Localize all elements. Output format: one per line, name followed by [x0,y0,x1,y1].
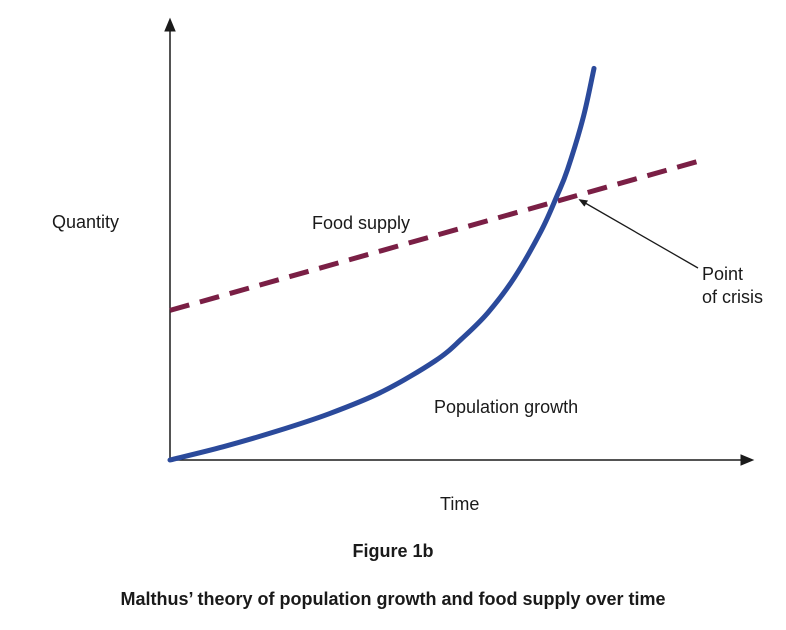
figure-label: Figure 1b [352,541,434,561]
x-axis-label: Time [440,494,479,514]
food-supply-label: Food supply [312,213,410,233]
point-of-crisis-label-line2: of crisis [702,287,763,307]
population-growth-line [167,65,597,463]
y-axis-label: Quantity [52,212,119,232]
figure-title: Malthus’ theory of population growth and… [120,589,666,609]
point-of-crisis-label-line1: Point [702,264,743,284]
population-growth-label: Population growth [434,397,578,417]
point-of-crisis-arrow [578,199,699,269]
food-supply-line [169,158,701,313]
